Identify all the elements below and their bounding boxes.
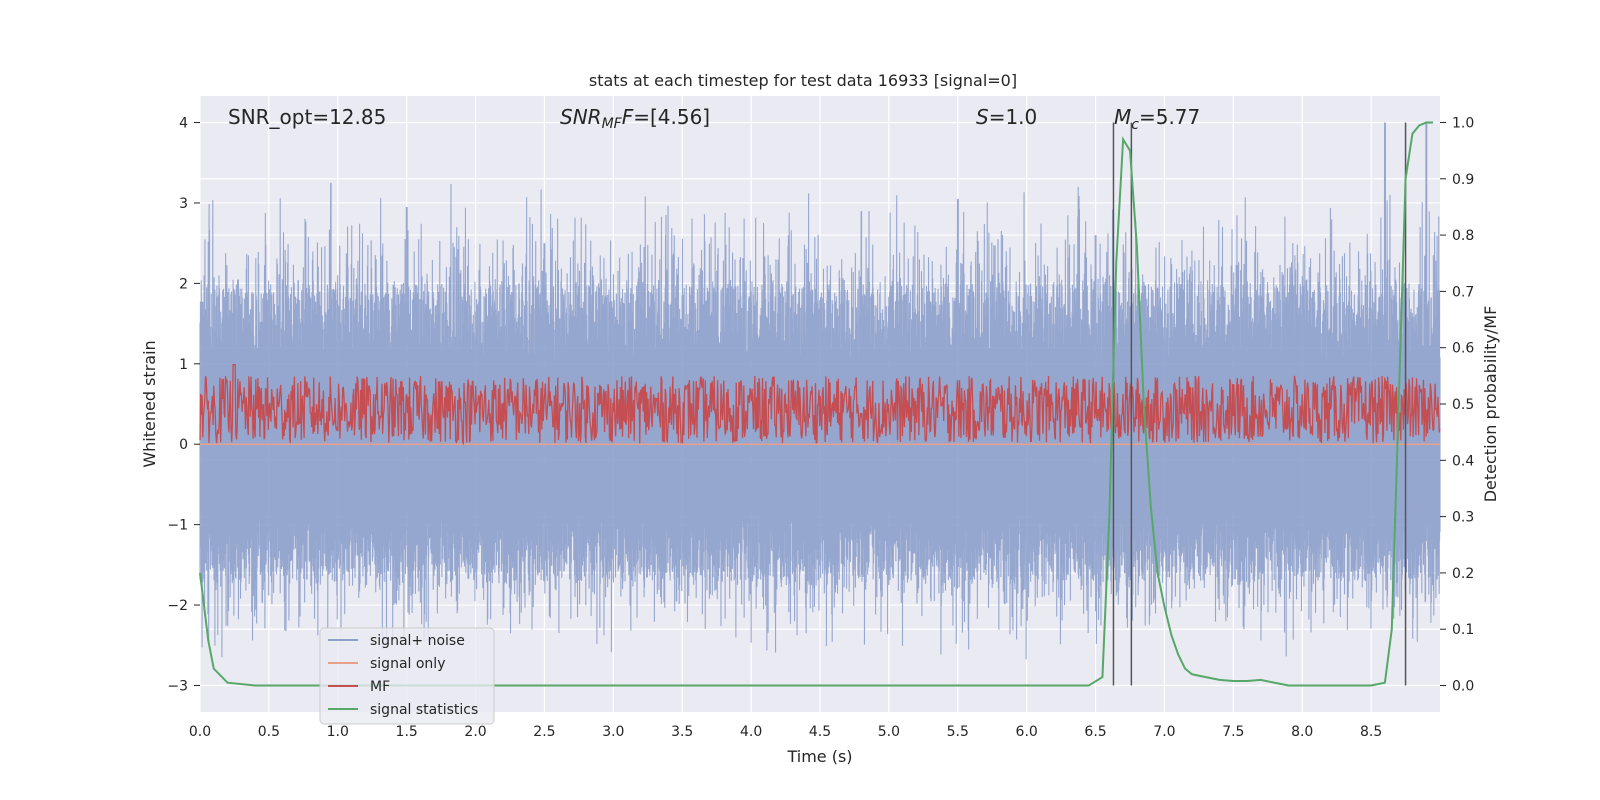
y-right-tick-label: 0.0 — [1452, 679, 1474, 695]
line-signal-statistics — [199, 121, 1434, 687]
y-right-tick-label: 1.0 — [1452, 115, 1474, 131]
x-tick-label: 8.5 — [1360, 724, 1382, 740]
y-axis-label-right: Detection probability/MF — [1481, 306, 1500, 503]
y-ticks-left: −3 −2 −1 0 1 2 3 4 — [167, 116, 200, 694]
x-axis-label: Time (s) — [786, 747, 852, 766]
y-right-tick-label: 0.3 — [1452, 510, 1474, 526]
x-tick-label: 7.0 — [1153, 724, 1175, 740]
series-signal-statistics — [199, 121, 1434, 687]
s-rest: =1.0 — [989, 105, 1038, 129]
y-right-tick-label: 0.7 — [1452, 284, 1474, 300]
x-tick-label: 2.5 — [533, 724, 555, 740]
y-tick-label: −3 — [167, 678, 188, 694]
x-tick-label: 7.5 — [1222, 724, 1244, 740]
x-ticks: 0.0 0.5 1.0 1.5 2.0 2.5 3.0 3.5 4.0 4.5 5.0 5.5 6.0 6… — [189, 724, 1382, 740]
y-axis-label: Whitened strain — [140, 340, 159, 467]
y-tick-label: 4 — [179, 116, 188, 132]
x-tick-label: 3.0 — [602, 724, 624, 740]
x-tick-label: 8.0 — [1291, 724, 1313, 740]
vertical-markers — [1112, 122, 1407, 686]
y-right-tick-label: 0.4 — [1452, 453, 1474, 469]
x-tick-label: 1.0 — [327, 724, 349, 740]
annotation-mc: Mc=5.77 — [1114, 105, 1200, 133]
mc-rest: =5.77 — [1139, 105, 1200, 129]
y-tick-label: 2 — [179, 276, 188, 292]
legend-label-signal-statistics: signal statistics — [370, 702, 478, 718]
y-tick-label: −2 — [167, 598, 188, 614]
mc-main: M — [1114, 105, 1131, 129]
x-tick-label: 5.5 — [947, 724, 969, 740]
legend-box — [319, 627, 495, 725]
x-tick-label: 0.5 — [258, 724, 280, 740]
x-tick-label: 0.0 — [189, 724, 211, 740]
x-tick-label: 1.5 — [396, 724, 418, 740]
y-tick-label: 1 — [179, 357, 188, 373]
x-tick-label: 3.5 — [671, 724, 693, 740]
y-tick-label: 0 — [179, 437, 188, 453]
x-tick-label: 5.0 — [878, 724, 900, 740]
y-right-tick-label: 0.2 — [1452, 566, 1474, 582]
y-right-tick-label: 0.1 — [1452, 622, 1474, 638]
line-mf — [199, 363, 1441, 446]
chart-title: stats at each timestep for test data 169… — [589, 71, 1017, 90]
snr-mf-main: SNR — [560, 105, 602, 129]
y-right-tick-label: 0.5 — [1452, 397, 1474, 413]
snr-mf-rest: =[4.56] — [633, 105, 710, 129]
legend-label-mf: MF — [370, 679, 390, 695]
x-tick-label: 2.0 — [464, 724, 486, 740]
y-right-tick-label: 0.6 — [1452, 341, 1474, 357]
y-right-tick-label: 0.8 — [1452, 228, 1474, 244]
series-mf — [199, 363, 1441, 446]
annotation-snr-mf: SNRMFF=[4.56] — [560, 105, 710, 132]
legend: signal+ noise signal only MF signal stat… — [319, 627, 495, 725]
x-tick-label: 6.0 — [1016, 724, 1038, 740]
mc-sub: c — [1131, 117, 1139, 133]
y-tick-label: 3 — [179, 196, 188, 212]
snr-mf-sub: MF — [602, 116, 623, 132]
x-tick-label: 4.5 — [809, 724, 831, 740]
s-main: S — [976, 105, 989, 129]
legend-label-signal-only: signal only — [370, 656, 445, 672]
legend-label-signal-noise: signal+ noise — [370, 633, 465, 649]
y-right-tick-label: 0.9 — [1452, 172, 1474, 188]
y-tick-label: −1 — [167, 518, 188, 534]
x-tick-label: 4.0 — [740, 724, 762, 740]
x-tick-label: 6.5 — [1084, 724, 1106, 740]
annotation-snr-opt: SNR_opt=12.85 — [228, 105, 386, 129]
y-ticks-right: 0.0 0.1 0.2 0.3 0.4 0.5 0.6 0.7 0.8 0.9 1.0 — [1440, 115, 1474, 695]
snr-mf-f: F — [622, 105, 634, 129]
annotation-s: S=1.0 — [976, 105, 1037, 129]
